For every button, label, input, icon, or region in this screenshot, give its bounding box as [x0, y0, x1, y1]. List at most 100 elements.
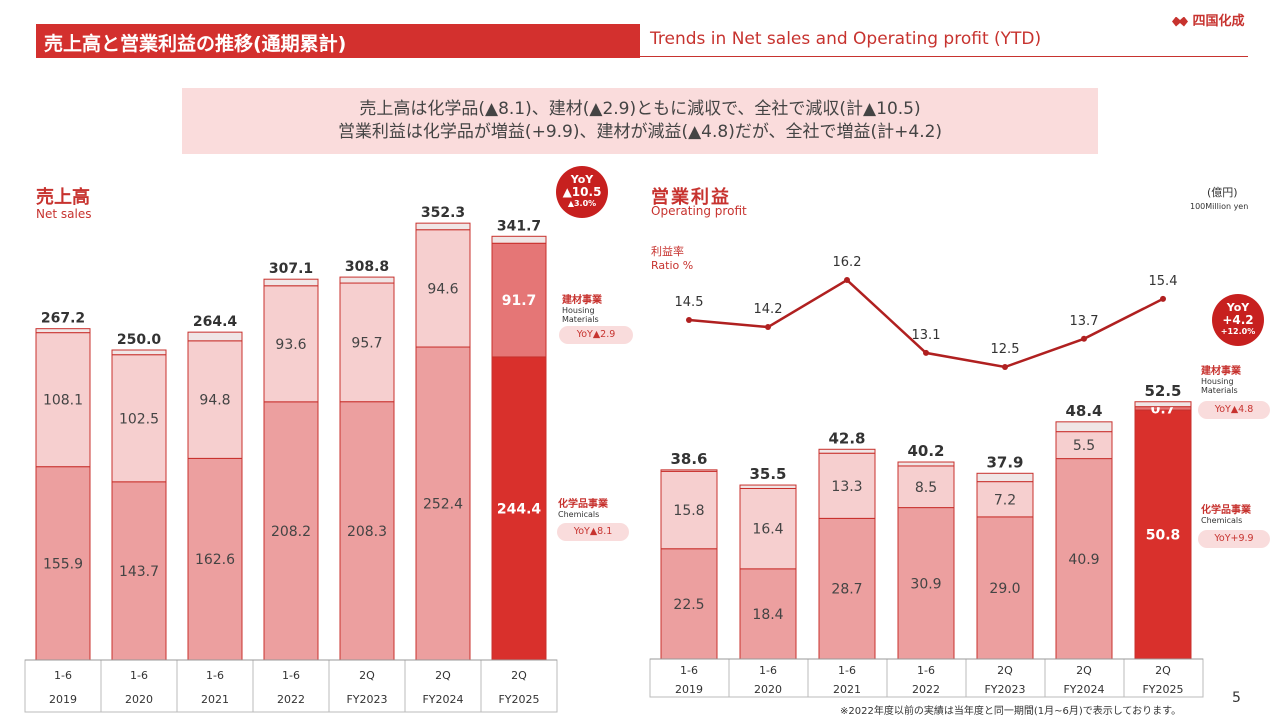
- ns-tick-label: FY2025: [498, 693, 539, 706]
- op-housing-label-en-1: Housing: [1201, 377, 1234, 386]
- op-tick-label: FY2024: [1063, 683, 1104, 696]
- ratio-point: [1160, 295, 1166, 302]
- ns-value-label: 102.5: [119, 411, 159, 427]
- ns-value-label: 143.7: [119, 564, 159, 580]
- footnote: ※2022年度以前の実績は当年度と同一期間(1月~6月)で表示しております。: [840, 706, 1182, 717]
- ns-housing-legend: 建材事業 Housing Materials: [562, 291, 602, 324]
- op-yoy-badge: YoY +4.2 +12.0%: [1212, 294, 1264, 346]
- ns-value-label: 93.6: [275, 337, 306, 353]
- op-tick-label: 2019: [675, 683, 703, 696]
- ratio-point: [923, 349, 929, 356]
- op-value-label: 40.9: [1068, 552, 1099, 568]
- op-bar-chem-1: [739, 568, 797, 660]
- op-value-label: 15.8: [673, 503, 704, 519]
- logo-text: 四国化成: [1192, 14, 1245, 29]
- ns-housing-yoy-pill: YoY▲2.9: [559, 326, 633, 344]
- ns-value-label: 91.7: [502, 293, 537, 309]
- ns-tick-label: 2020: [125, 693, 153, 706]
- op-yoy-badge-label: YoY: [1226, 301, 1250, 314]
- op-total-label: 35.5: [749, 465, 786, 483]
- op-bar-other-4: [976, 472, 1034, 483]
- ns-tick-label: 2022: [277, 693, 305, 706]
- op-profit-title-en: Operating profit: [651, 204, 747, 218]
- op-tick-label: 2020: [754, 683, 782, 696]
- op-bar-housing-2: [818, 452, 876, 519]
- op-yoy-badge-pct: +12.0%: [1220, 327, 1256, 336]
- ns-bar-housing-4: [339, 282, 395, 403]
- op-tick-label: 2Q: [1155, 664, 1171, 677]
- ns-bar-other-3: [263, 278, 319, 287]
- ratio-label-en: Ratio %: [651, 259, 694, 272]
- op-tick-label: FY2023: [984, 683, 1025, 696]
- ns-bar-other-4: [339, 276, 395, 284]
- ns-value-label: 95.7: [351, 335, 382, 351]
- page-title-en: Trends in Net sales and Operating profit…: [650, 29, 1042, 49]
- op-tick-label: FY2025: [1142, 683, 1183, 696]
- ns-bar-chem-4: [339, 401, 395, 661]
- op-value-label: 18.4: [752, 607, 783, 623]
- ns-total-label: 250.0: [117, 332, 162, 348]
- ns-total-label: 267.2: [41, 311, 85, 327]
- ns-bar-housing-2: [187, 340, 243, 459]
- ratio-point: [765, 324, 771, 331]
- ratio-value-label: 13.1: [912, 328, 941, 343]
- yoy-badge-value: ▲10.5: [562, 185, 602, 199]
- op-bar-chem-5: [1055, 458, 1113, 660]
- ns-value-label: 252.4: [423, 497, 463, 513]
- op-profit-title: 営業利益: [651, 187, 731, 208]
- unit-label-jp: (億円): [1207, 186, 1238, 199]
- op-housing-legend: 建材事業 Housing Materials: [1201, 362, 1241, 395]
- ns-value-label: 208.2: [271, 524, 311, 540]
- op-chem-label-jp: 化学品事業: [1201, 505, 1251, 516]
- op-tick-label: 2Q: [997, 664, 1013, 677]
- op-bar-other-3: [897, 461, 955, 467]
- ns-housing-label-en-1: Housing: [562, 306, 595, 315]
- summary-line-1: 売上高は化学品(▲8.1)、建材(▲2.9)ともに減収で、全社で減収(計▲10.…: [359, 99, 921, 119]
- ns-chem-label-jp: 化学品事業: [558, 499, 608, 510]
- ns-tick-label: FY2024: [422, 693, 463, 706]
- ns-bar-chem-3: [263, 401, 319, 661]
- yoy-badge-label: YoY: [570, 173, 594, 186]
- ns-value-label: 162.6: [195, 552, 235, 568]
- ns-value-label: 94.6: [427, 281, 458, 297]
- yoy-badge-pct: ▲3.0%: [567, 199, 597, 208]
- op-value-label: 8.5: [915, 480, 937, 496]
- ns-bar-other-2: [187, 331, 243, 342]
- op-tick-label: 2021: [833, 683, 861, 696]
- op-total-label: 48.4: [1065, 402, 1102, 420]
- op-housing-label-jp: 建材事業: [1201, 366, 1241, 377]
- ns-total-label: 264.4: [193, 314, 238, 330]
- logo-mark-icon: [1172, 16, 1188, 27]
- op-total-label: 40.2: [907, 442, 944, 460]
- op-bar-housing-0: [660, 470, 718, 550]
- ns-bar-other-6: [491, 235, 547, 244]
- summary-line-2: 営業利益は化学品が増益(+9.9)、建材が減益(▲4.8)だが、全社で増益(計+…: [337, 122, 943, 142]
- op-value-label: 7.2: [994, 492, 1016, 508]
- net-sales-title: 売上高: [36, 187, 90, 208]
- ns-total-label: 308.8: [345, 259, 389, 275]
- ns-bar-housing-3: [263, 285, 319, 403]
- ratio-value-label: 14.2: [754, 302, 783, 317]
- ratio-point: [1081, 335, 1087, 342]
- ns-bar-other-0: [35, 328, 91, 334]
- op-bar-other-0: [660, 469, 718, 472]
- op-housing-label-en-2: Materials: [1201, 386, 1238, 395]
- ns-housing-label-en-2: Materials: [562, 315, 599, 324]
- ns-tick-label: 1-6: [282, 669, 300, 682]
- ns-bar-chem-1: [111, 481, 167, 661]
- op-total-label: 52.5: [1144, 382, 1181, 400]
- ns-value-label: 108.1: [43, 393, 83, 409]
- ratio-value-label: 12.5: [991, 342, 1020, 357]
- ns-bar-housing-0: [35, 332, 91, 468]
- op-total-label: 38.6: [670, 450, 707, 468]
- op-bar-other-2: [818, 448, 876, 454]
- ns-chem-yoy-pill: YoY▲8.1: [557, 523, 629, 541]
- ns-bar-housing-5: [415, 229, 471, 348]
- ns-bar-housing-6: [491, 242, 547, 358]
- ns-bar-chem-5: [415, 346, 471, 661]
- op-chem-yoy-pill: YoY+9.9: [1198, 530, 1270, 548]
- ratio-point: [1002, 364, 1008, 370]
- page-title: 売上高と営業利益の推移(通期累計): [44, 33, 347, 55]
- op-chem-label-en: Chemicals: [1201, 516, 1243, 525]
